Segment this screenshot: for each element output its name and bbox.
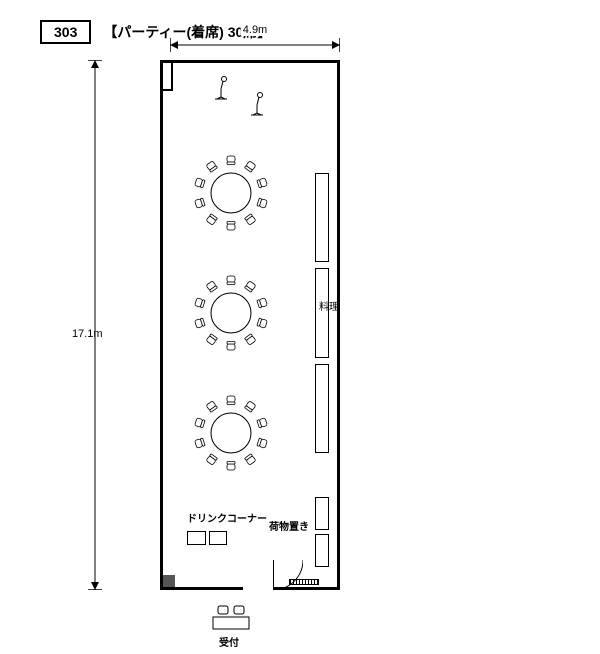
cuisine-label: 料理 <box>319 298 339 313</box>
mic-stand-icon <box>213 75 231 101</box>
room-number-box: 303 <box>40 20 91 44</box>
round-table-icon <box>191 393 271 473</box>
dimension-width-label: 4.9m <box>241 24 269 36</box>
room-outline: 料理 ドリンクコーナー 荷物置き 受付 <box>160 60 340 590</box>
reception-desk-icon <box>211 605 251 633</box>
inner-wall-stub <box>163 63 173 91</box>
round-table-icon <box>191 153 271 233</box>
cuisine-tables <box>315 173 329 453</box>
dimension-width: 4.9m <box>170 38 340 52</box>
luggage-label: 荷物置き <box>269 518 309 533</box>
pillar-icon <box>163 575 175 587</box>
door-opening <box>243 587 273 590</box>
luggage-tables <box>315 497 329 567</box>
floorplan: 4.9m 17.1m <box>120 54 340 614</box>
mic-stand-icon <box>249 91 267 117</box>
dimension-height <box>88 60 102 590</box>
dimension-height-label: 17.1m <box>72 328 103 340</box>
reception-label: 受付 <box>219 634 239 649</box>
round-table-icon <box>191 273 271 353</box>
drink-corner-tables <box>187 531 227 545</box>
door-icon <box>273 560 303 590</box>
drink-corner-label: ドリンクコーナー <box>187 510 267 525</box>
